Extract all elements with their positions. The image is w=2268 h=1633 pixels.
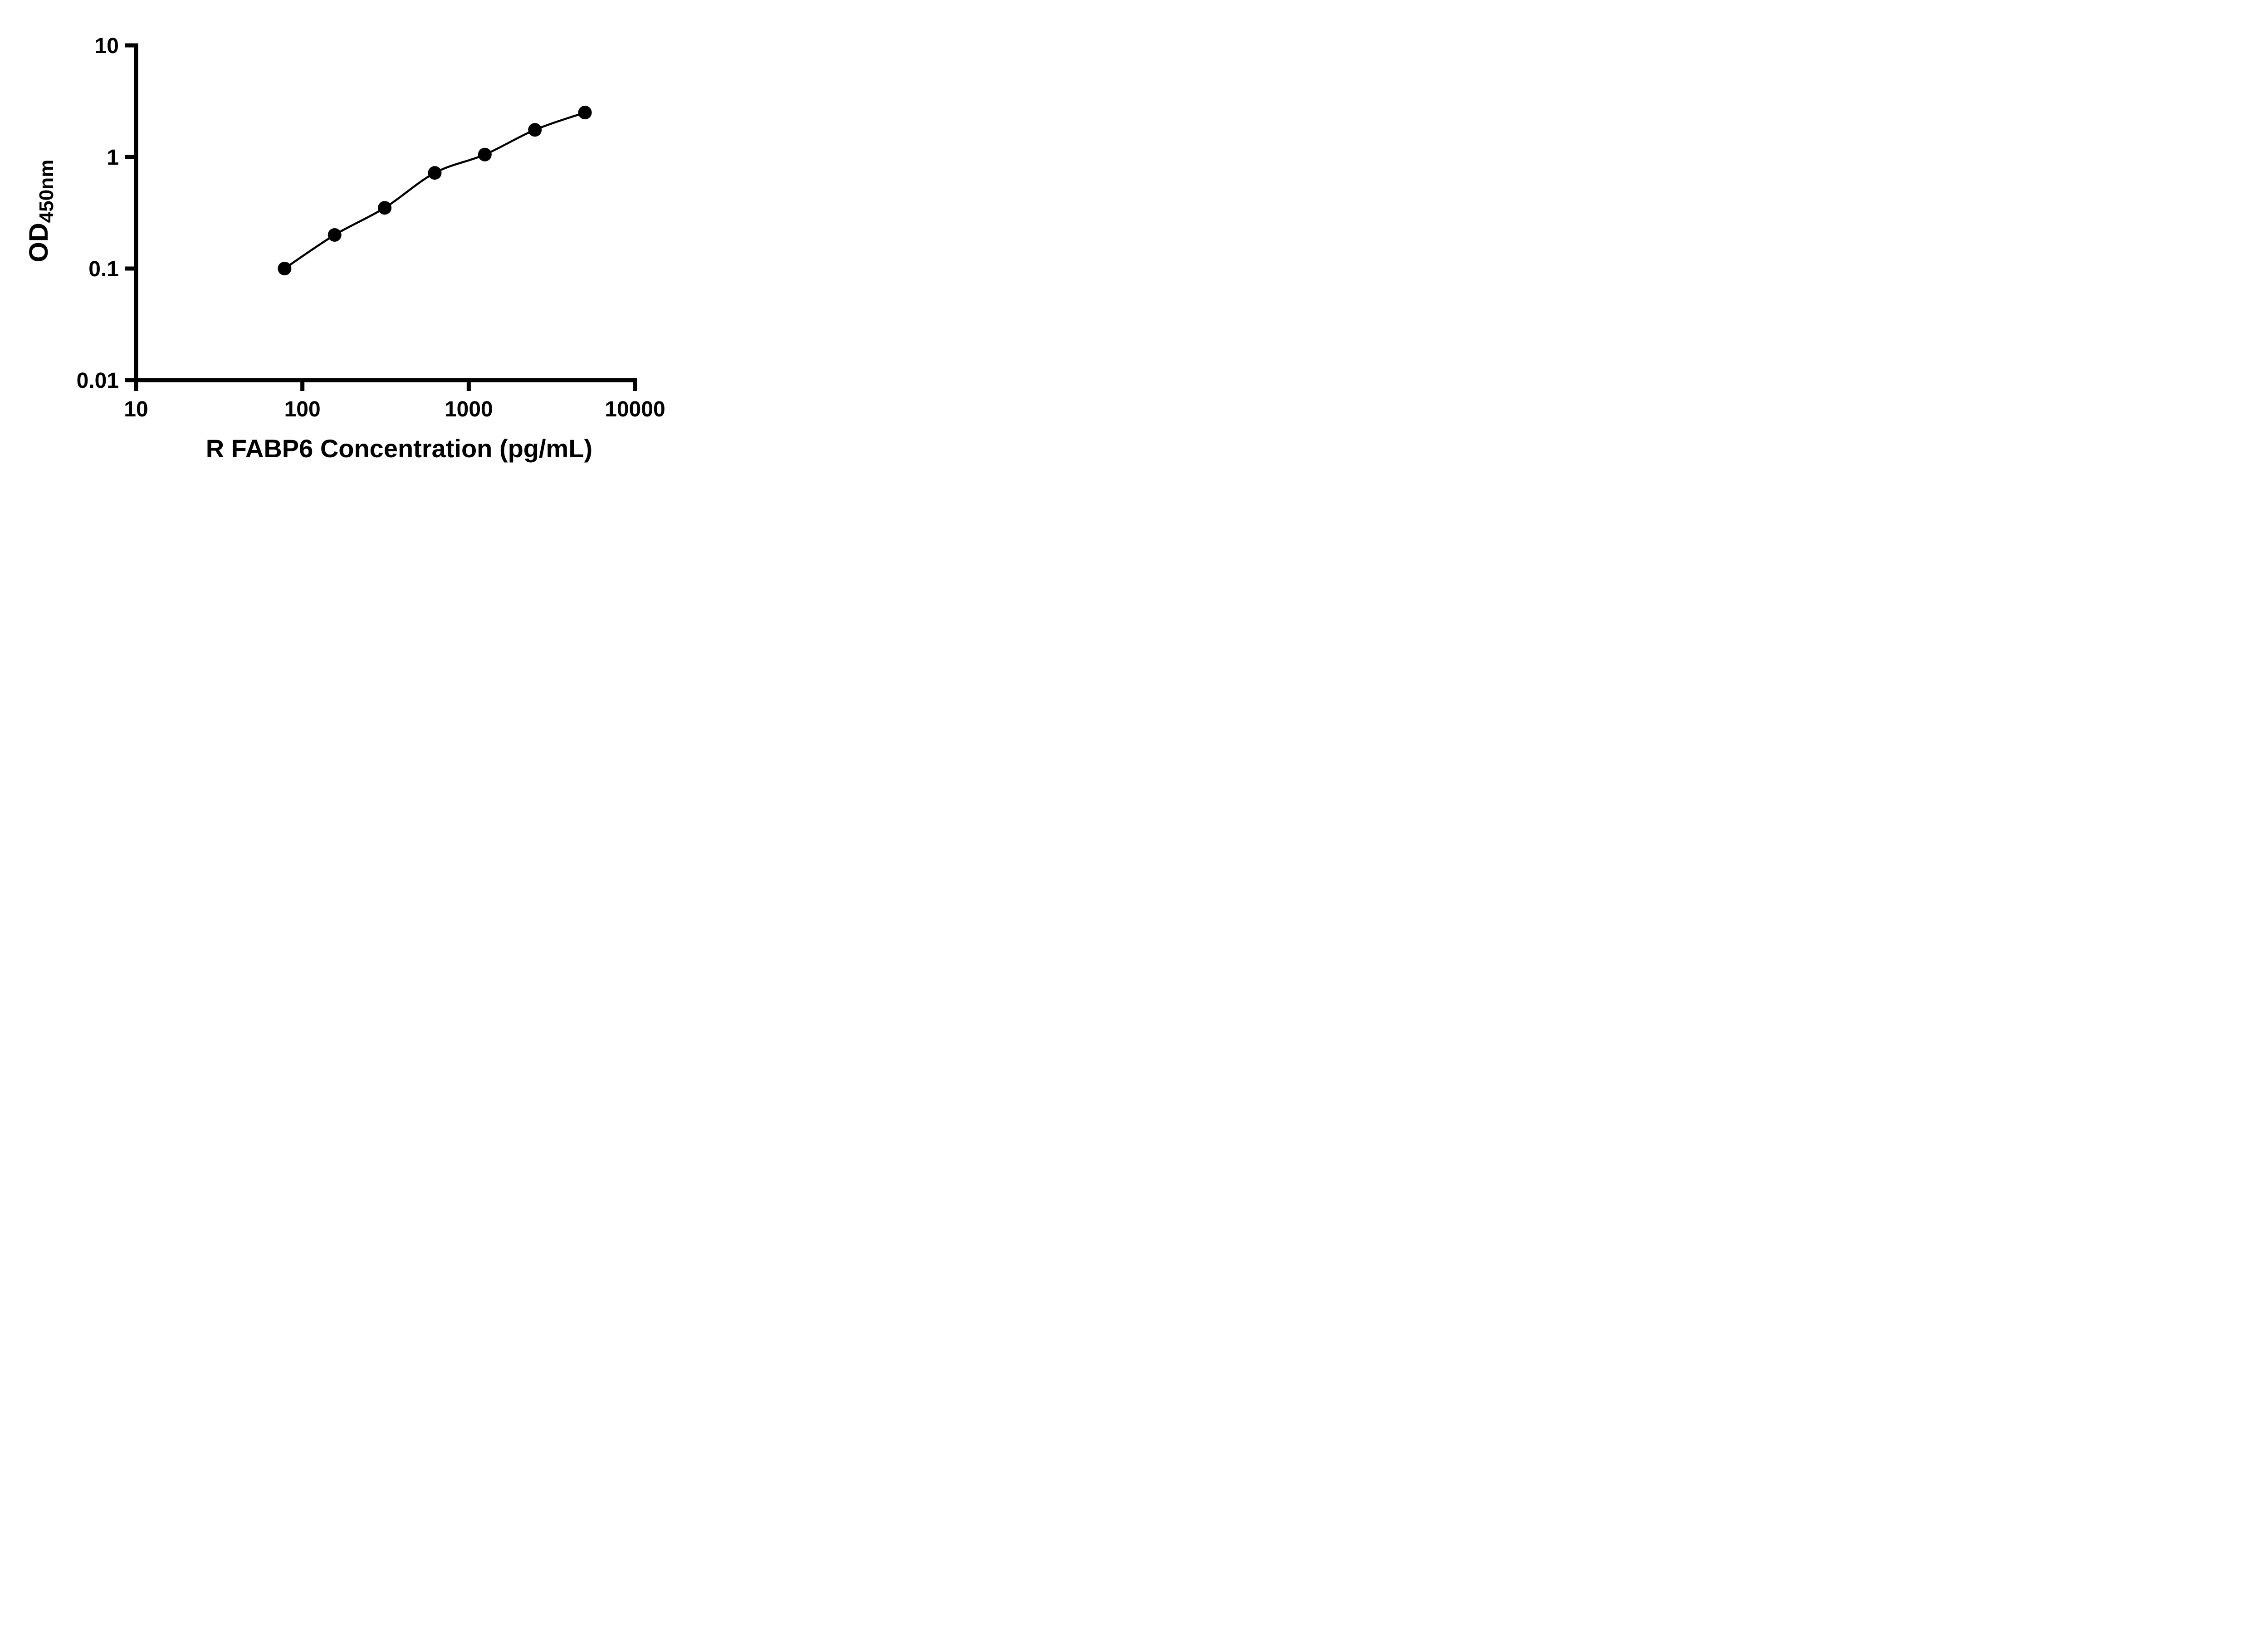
x-axis-tick-label: 10000 — [605, 397, 665, 421]
y-axis-tick-label: 1 — [107, 146, 119, 170]
y-axis-tick-label: 0.1 — [88, 257, 119, 281]
y-axis-title: OD450nm — [24, 160, 58, 262]
data-point-marker — [428, 166, 442, 180]
y-axis-tick-label: 10 — [95, 34, 119, 58]
data-point-marker — [278, 262, 292, 275]
y-axis-title-subscript: 450nm — [35, 160, 58, 223]
standard-curve-line — [284, 111, 586, 269]
data-point-marker — [528, 123, 542, 137]
chart-canvas: 0.01 0.1 1 10 10 100 1000 10000 R FABP6 Concent… — [24, 34, 665, 463]
x-axis-title: R FABP6 Concentration (pg/mL) — [206, 434, 592, 463]
axes-layer: 0.01 0.1 1 10 10 100 1000 10000 — [77, 34, 665, 421]
data-point-marker — [478, 147, 492, 161]
y-axis-tick-label: 0.01 — [77, 369, 119, 393]
y-axis-title-base: OD — [24, 223, 54, 262]
data-point-marker — [327, 228, 342, 242]
data-point-marker — [578, 106, 592, 120]
x-axis-tick-label: 100 — [284, 397, 321, 421]
data-series-layer — [278, 106, 592, 275]
standard-curve-figure: 0.01 0.1 1 10 10 100 1000 10000 R FABP6 Concent… — [0, 0, 699, 490]
x-axis-tick-label: 1000 — [445, 397, 493, 421]
x-axis-tick-label: 10 — [124, 397, 148, 421]
data-point-marker — [378, 201, 392, 215]
